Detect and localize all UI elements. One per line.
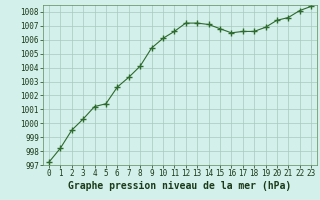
X-axis label: Graphe pression niveau de la mer (hPa): Graphe pression niveau de la mer (hPa) <box>68 181 292 191</box>
